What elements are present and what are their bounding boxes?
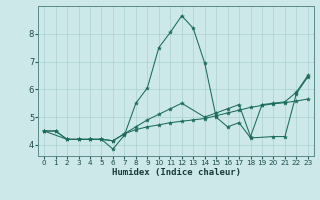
X-axis label: Humidex (Indice chaleur): Humidex (Indice chaleur) (111, 168, 241, 177)
